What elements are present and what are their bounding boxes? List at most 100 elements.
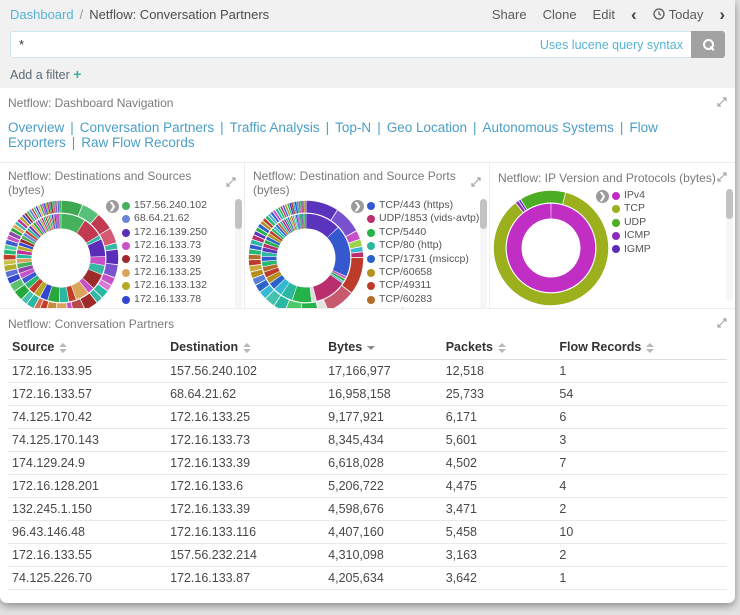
lucene-syntax-link[interactable]: Uses lucene query syntax [539, 37, 683, 52]
top-bar: Dashboard / Netflow: Conversation Partne… [0, 0, 735, 28]
breadcrumb-dashboard-link[interactable]: Dashboard [10, 6, 74, 22]
nav-link-top-n[interactable]: Top-N [335, 120, 372, 135]
table-cell: 5,206,722 [324, 474, 442, 498]
legend-scrollbar[interactable] [479, 199, 487, 308]
edit-button[interactable]: Edit [592, 6, 615, 22]
nav-link-geo-location[interactable]: Geo Location [386, 120, 468, 135]
column-header-source[interactable]: Source [8, 335, 167, 360]
expand-icon[interactable] [717, 169, 727, 187]
legend-toggle-icon[interactable]: ❯ [350, 200, 364, 213]
legend-color-dot [122, 255, 130, 264]
legend-item[interactable]: IPv4 [611, 189, 723, 202]
legend-item[interactable]: TCP/5440 [366, 226, 477, 239]
export-raw-label: Raw [62, 602, 87, 603]
legend-item[interactable]: TCP/58880 [367, 306, 477, 308]
table-cell: 4,310,098 [324, 543, 442, 567]
legend-scrollbar[interactable] [725, 189, 733, 301]
legend-toggle-icon[interactable]: ❯ [106, 200, 119, 213]
legend-item[interactable]: TCP/1731 (msiccp) [366, 253, 477, 266]
expand-icon[interactable] [471, 174, 481, 192]
legend-item[interactable]: TCP/443 (https) [366, 199, 477, 212]
legend-item[interactable]: 172.16.133.132 [122, 279, 232, 292]
time-forward-button[interactable]: › [719, 4, 725, 24]
legend-item[interactable]: TCP/60283 [366, 293, 477, 306]
nav-link-overview[interactable]: Overview [8, 120, 65, 135]
table-cell: 4,598,676 [324, 497, 442, 521]
legend-label: IGMP [623, 242, 651, 255]
legend-item[interactable]: 172.16.133.73 [122, 239, 232, 252]
legend-item[interactable]: TCP [611, 202, 723, 215]
nav-link-conversation-partners[interactable]: Conversation Partners [79, 120, 215, 135]
column-header-bytes[interactable]: Bytes [324, 335, 442, 360]
legend-scrollbar[interactable] [234, 199, 242, 308]
table-row: 74.125.170.143 172.16.133.73 8,345,434 5,60… [8, 428, 727, 452]
scrollbar-thumb[interactable] [479, 199, 487, 229]
legend-item[interactable]: UDP [611, 216, 723, 229]
add-filter-button[interactable]: Add a filter + [10, 66, 81, 82]
breadcrumb-separator: / [79, 6, 84, 22]
chart-panel-destinations-sources: Netflow: Destinations and Sources (bytes… [0, 163, 245, 308]
legend-color-dot [611, 218, 620, 227]
time-picker-button[interactable]: Today [652, 7, 703, 22]
table-cell: 2 [555, 497, 727, 521]
table-cell: 174.129.24.9 [8, 451, 167, 475]
table-cell: 74.125.170.143 [8, 428, 167, 452]
legend-item[interactable]: 157.56.240.102 [122, 199, 232, 212]
sunburst-chart[interactable] [247, 199, 365, 308]
column-header-packets[interactable]: Packets [441, 335, 556, 360]
table-cell: 157.56.232.214 [166, 543, 325, 567]
export-formatted-link[interactable]: Formatted [114, 602, 184, 603]
scrollbar-thumb[interactable] [234, 199, 242, 229]
export-formatted-label: Formatted [114, 602, 171, 603]
legend-item[interactable]: TCP/80 (http) [366, 239, 477, 252]
expand-icon[interactable] [717, 315, 727, 333]
legend-item[interactable]: IGMP [611, 242, 723, 256]
sunburst-chart[interactable] [492, 189, 610, 307]
legend-item[interactable]: ICMP [611, 229, 723, 242]
search-button[interactable] [691, 31, 725, 58]
chart-panel-ports: Netflow: Destination and Source Ports (b… [245, 163, 490, 308]
legend-item[interactable]: TCP/49311 [366, 279, 477, 292]
scrollbar-thumb[interactable] [725, 189, 733, 219]
share-button[interactable]: Share [491, 6, 527, 22]
nav-link-traffic-analysis[interactable]: Traffic Analysis [229, 120, 320, 135]
nav-link-autonomous-systems[interactable]: Autonomous Systems [482, 120, 614, 135]
time-back-button[interactable]: ‹ [630, 4, 637, 24]
table-cell: 96.43.146.48 [8, 520, 167, 544]
legend-color-dot [611, 231, 620, 240]
charts-row: Netflow: Destinations and Sources (bytes… [0, 163, 735, 309]
nav-link-raw-flow-records[interactable]: Raw Flow Records [81, 135, 195, 150]
nav-pipe: | [377, 120, 381, 135]
legend-toggle-icon[interactable]: ❯ [595, 190, 609, 203]
export-raw-link[interactable]: Raw [62, 602, 100, 603]
legend-label: TCP/80 (http) [378, 239, 443, 252]
column-header-destination[interactable]: Destination [166, 335, 325, 360]
nav-link-flow-exporters[interactable]: Flow Exporters [8, 120, 658, 150]
legend-item[interactable]: 172.16.133.87 [122, 306, 232, 308]
table-cell: 172.16.133.6 [166, 474, 325, 498]
table-panel: Netflow: Conversation Partners Source Des… [0, 309, 735, 603]
table-cell: 54 [555, 382, 727, 406]
table-cell: 172.16.133.57 [8, 382, 167, 406]
table-cell: 172.16.133.25 [166, 405, 325, 429]
conversation-partners-table: Source Destination Bytes Packets Flow Record… [8, 335, 727, 590]
sunburst-chart[interactable] [2, 199, 120, 308]
expand-icon[interactable] [226, 174, 236, 192]
legend-label: 157.56.240.102 [134, 199, 207, 211]
legend-color-dot [366, 268, 375, 277]
legend-item[interactable]: 172.16.133.25 [122, 266, 232, 279]
legend-item[interactable]: 172.16.139.250 [122, 226, 232, 239]
table-row: 172.16.133.95 157.56.240.102 17,166,977 12,… [8, 359, 727, 383]
legend-item[interactable]: 172.16.133.78 [122, 293, 232, 306]
sort-desc-icon [367, 345, 376, 350]
legend-item[interactable]: UDP/1853 (vids-avtp) [366, 212, 479, 225]
column-header-flow-records[interactable]: Flow Records [555, 335, 727, 360]
query-input[interactable] [19, 37, 540, 52]
legend-item[interactable]: 172.16.133.39 [122, 253, 232, 266]
expand-icon[interactable] [717, 94, 727, 112]
legend-item[interactable]: TCP/60658 [366, 266, 477, 279]
legend-color-dot [122, 215, 130, 224]
legend-item[interactable]: 68.64.21.62 [122, 212, 232, 225]
legend-color-dot [611, 245, 620, 254]
clone-button[interactable]: Clone [542, 6, 577, 22]
